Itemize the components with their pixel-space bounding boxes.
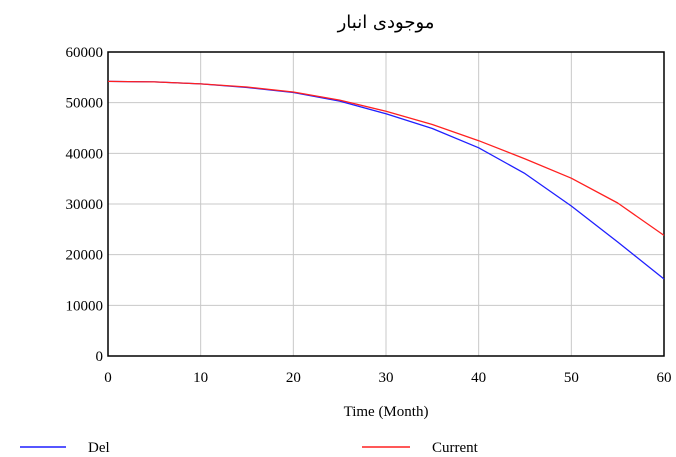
y-tick-label: 10000	[66, 298, 104, 314]
series-line-current	[107, 80, 665, 236]
x-tick-label: 0	[104, 370, 112, 386]
x-tick-label: 20	[286, 370, 301, 386]
y-tick-label: 20000	[66, 248, 104, 264]
chart-title: موجودی انبار	[337, 12, 435, 33]
x-tick-label: 40	[471, 370, 486, 386]
x-tick-labels: 0 10 20 30 40 50 60	[104, 370, 671, 386]
y-tick-labels: 0 10000 20000 30000 40000 50000 60000	[66, 45, 104, 365]
series-lines	[107, 80, 665, 280]
x-tick-label: 60	[657, 370, 672, 386]
legend-label-del: Del	[88, 440, 110, 456]
x-tick-label: 30	[379, 370, 394, 386]
x-axis-label: Time (Month)	[344, 404, 429, 420]
grid	[108, 52, 664, 356]
legend: Del Current	[20, 440, 479, 456]
y-tick-label: 0	[96, 349, 104, 365]
y-tick-label: 30000	[66, 197, 104, 213]
legend-label-current: Current	[432, 440, 479, 456]
x-tick-label: 50	[564, 370, 579, 386]
y-tick-label: 60000	[66, 45, 104, 61]
plot-frame	[107, 51, 665, 357]
y-tick-label: 40000	[66, 146, 104, 162]
x-tick-label: 10	[193, 370, 208, 386]
y-tick-label: 50000	[66, 96, 104, 112]
